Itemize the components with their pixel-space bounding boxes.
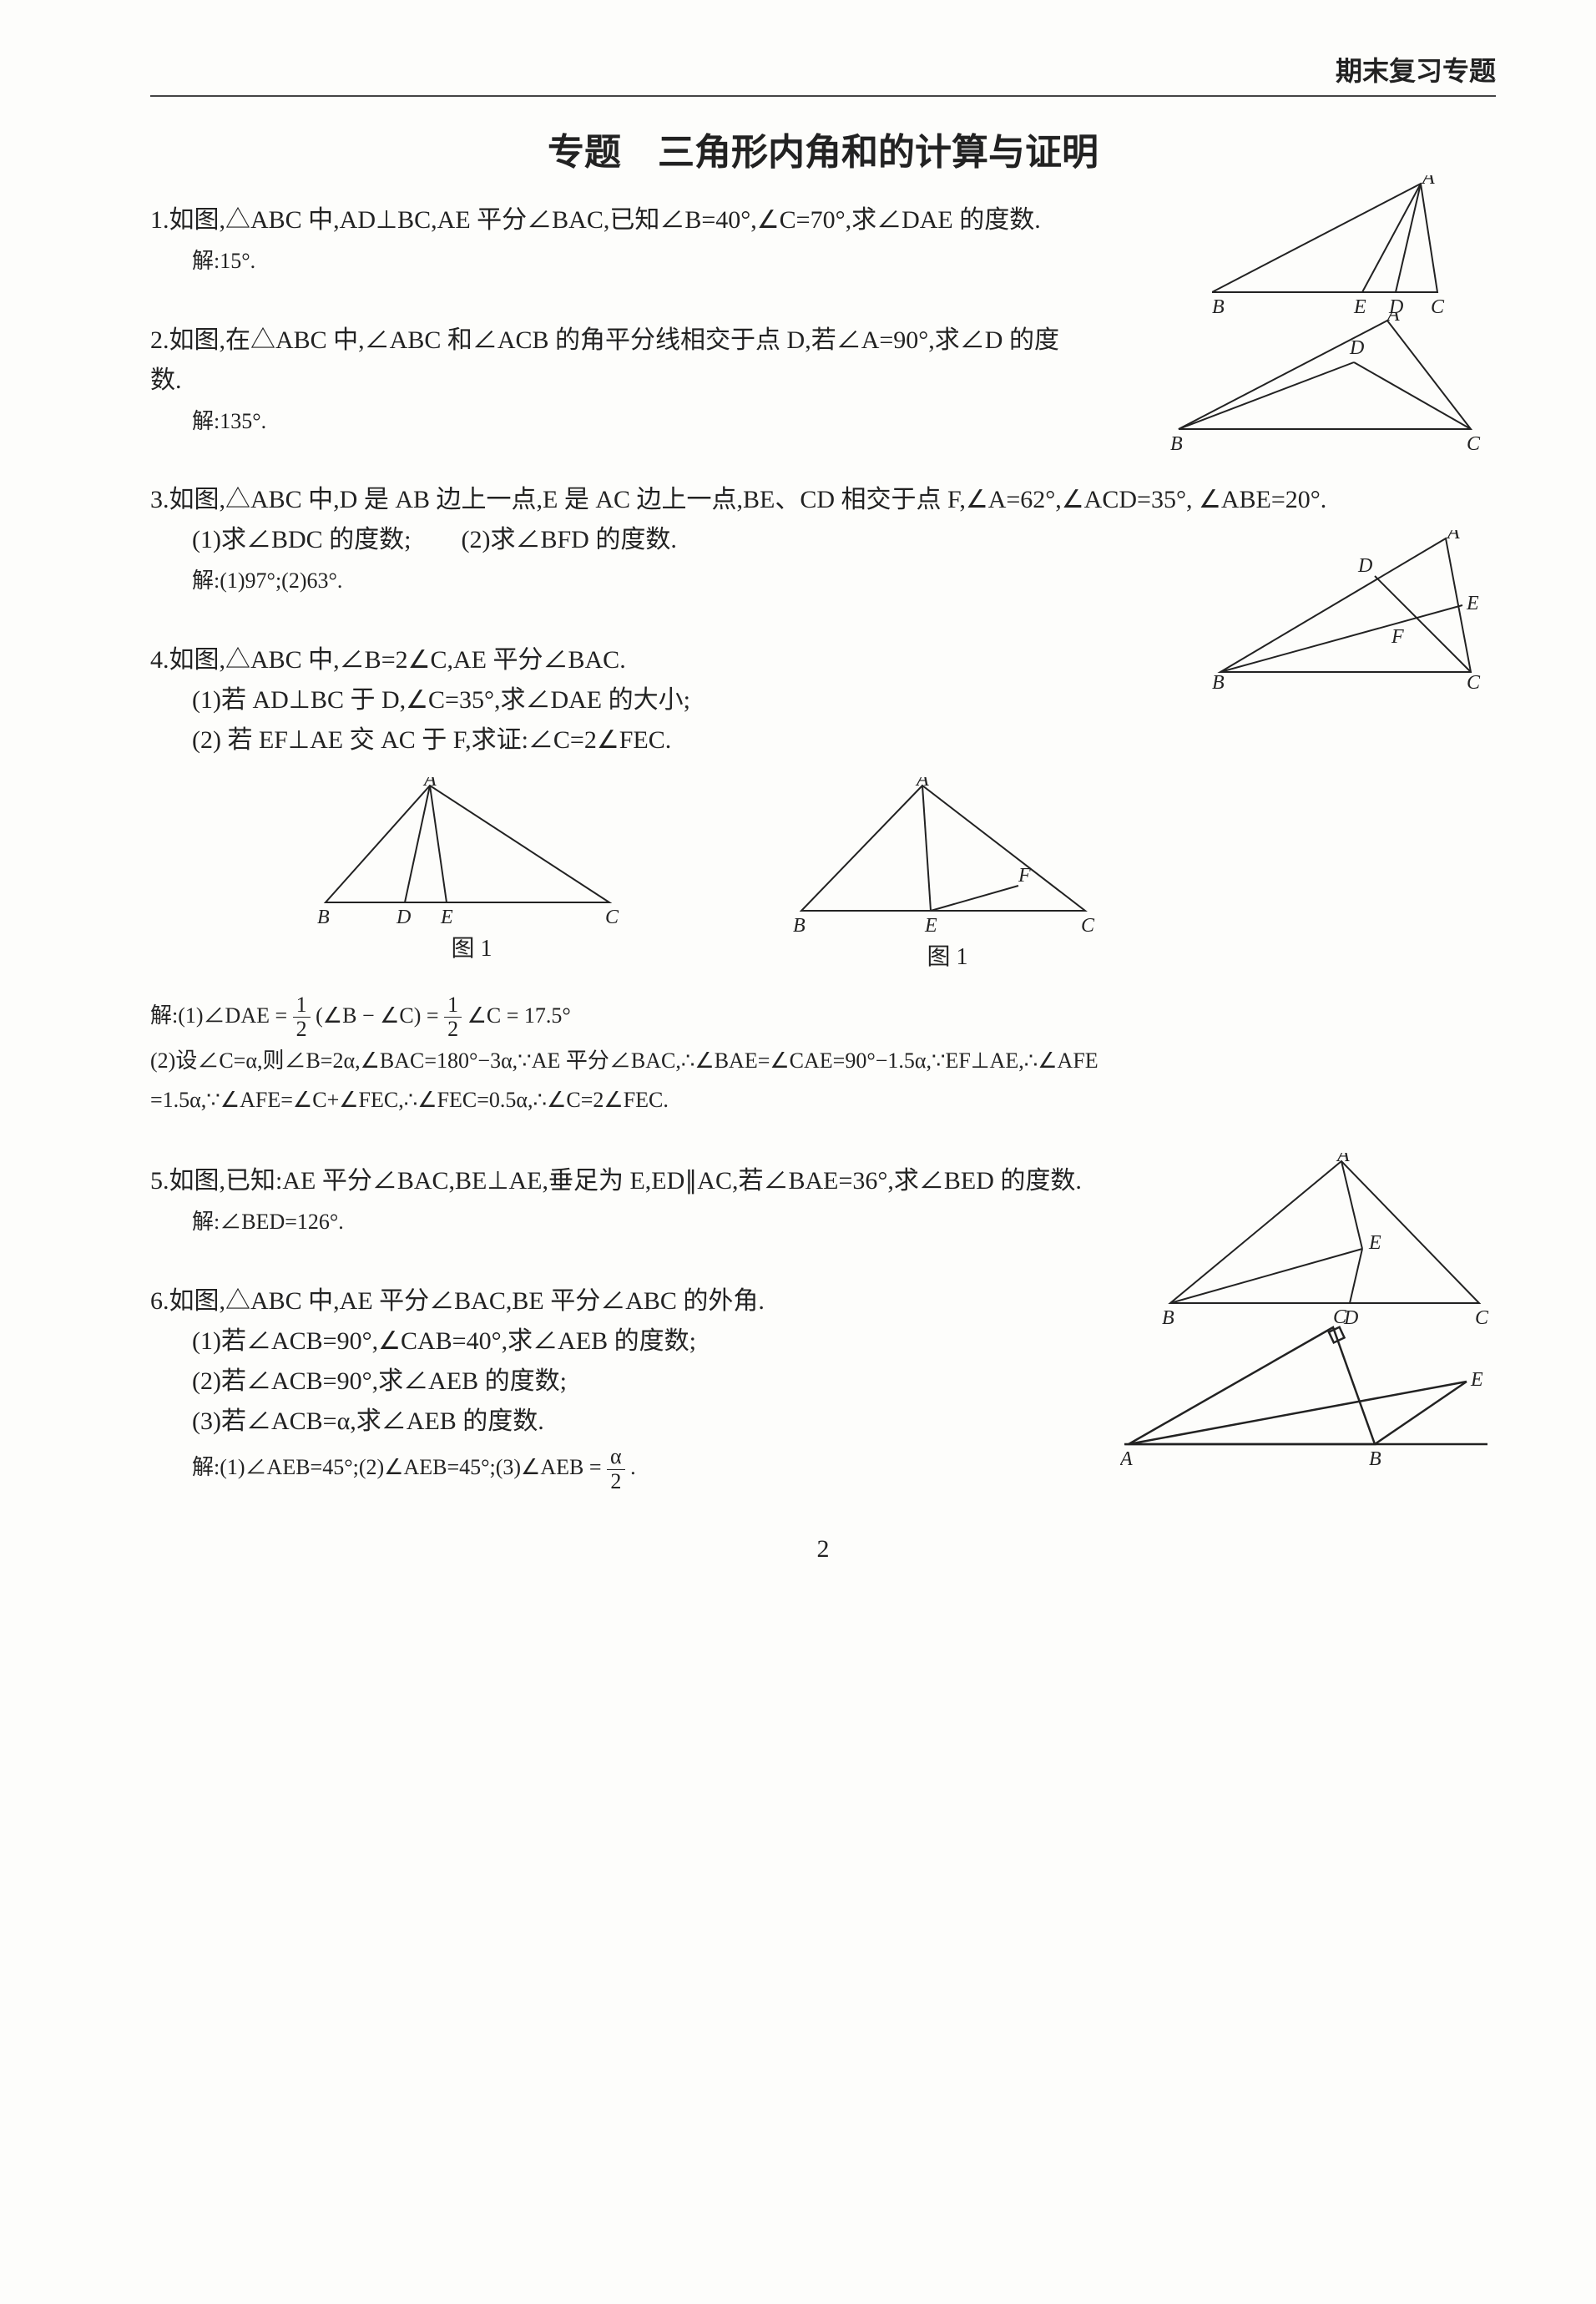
- problem-2-text: 2.如图,在△ABC 中,∠ABC 和∠ACB 的角平分线相交于点 D,若∠A=…: [150, 321, 1085, 401]
- problem-4-figures: A B D E C 图 1 A: [317, 777, 1496, 977]
- svg-text:B: B: [1170, 433, 1183, 454]
- problem-4-figure-2: A B E C F 图 1: [793, 777, 1102, 977]
- sol4-line1: 解:(1)∠DAE = 1 2 (∠B − ∠C) = 1 2 ∠C = 17.…: [150, 993, 1496, 1042]
- problem-6: 6.如图,△ABC 中,AE 平分∠BAC,BE 平分∠ABC 的外角. (1)…: [150, 1281, 1496, 1493]
- page-number: 2: [150, 1535, 1496, 1564]
- frac-num: α: [607, 1445, 625, 1470]
- problem-4-figure-1: A B D E C 图 1: [317, 777, 626, 977]
- sol4-line3: =1.5α,∵∠AFE=∠C+∠FEC,∴∠FEC=0.5α,∴∠C=2∠FEC…: [150, 1081, 1496, 1120]
- svg-text:A: A: [1421, 175, 1435, 189]
- problem-3: 3.如图,△ABC 中,D 是 AB 边上一点,E 是 AC 边上一点,BE、C…: [150, 480, 1496, 599]
- problem-6-text: 6.如图,△ABC 中,AE 平分∠BAC,BE 平分∠ABC 的外角.: [150, 1281, 1068, 1321]
- svg-text:A: A: [1336, 1153, 1350, 1166]
- problem-5: 5.如图,已知:AE 平分∠BAC,BE⊥AE,垂足为 E,ED∥AC,若∠BA…: [150, 1161, 1496, 1240]
- svg-text:D: D: [1357, 555, 1372, 577]
- problem-2: 2.如图,在△ABC 中,∠ABC 和∠ACB 的角平分线相交于点 D,若∠A=…: [150, 321, 1496, 439]
- frac-num: 1: [444, 993, 462, 1018]
- svg-text:E: E: [1470, 1369, 1483, 1391]
- frac-den: 2: [293, 1018, 311, 1042]
- svg-text:B: B: [1369, 1448, 1381, 1470]
- frac-half-1: 1 2: [293, 993, 311, 1042]
- sol4-line1-a: 解:(1)∠DAE =: [150, 1003, 287, 1028]
- sol4-line1-c: ∠C = 17.5°: [467, 1003, 571, 1028]
- problem-4-sub2: (2) 若 EF⊥AE 交 AC 于 F,求证:∠C=2∠FEC.: [192, 720, 1496, 760]
- fig1-label: 图 1: [317, 931, 626, 968]
- svg-text:A: A: [422, 777, 437, 791]
- svg-text:E: E: [924, 915, 937, 936]
- svg-text:A: A: [1446, 530, 1460, 543]
- frac-den: 2: [607, 1470, 625, 1494]
- svg-text:D: D: [396, 907, 411, 927]
- problem-4-sub1: (1)若 AD⊥BC 于 D,∠C=35°,求∠DAE 的大小;: [192, 680, 1496, 720]
- triangle-6-svg: A B C E: [1120, 1306, 1496, 1473]
- svg-text:E: E: [1466, 593, 1479, 614]
- svg-text:B: B: [793, 915, 806, 936]
- svg-text:A: A: [1386, 312, 1400, 326]
- problem-5-text: 5.如图,已知:AE 平分∠BAC,BE⊥AE,垂足为 E,ED∥AC,若∠BA…: [150, 1161, 1152, 1201]
- svg-text:E: E: [1368, 1232, 1381, 1254]
- svg-text:E: E: [440, 907, 453, 927]
- frac-den: 2: [444, 1018, 462, 1042]
- svg-text:C: C: [1333, 1306, 1347, 1328]
- problem-1-text: 1.如图,△ABC 中,AD⊥BC,AE 平分∠BAC,已知∠B=40°,∠C=…: [150, 200, 1085, 240]
- page-title: 专题 三角形内角和的计算与证明: [150, 122, 1496, 175]
- page: 期末复习专题 专题 三角形内角和的计算与证明 1.如图,△ABC 中,AD⊥BC…: [0, 0, 1596, 2304]
- triangle-4b-svg: A B E C F: [793, 777, 1102, 936]
- problem-1: 1.如图,△ABC 中,AD⊥BC,AE 平分∠BAC,已知∠B=40°,∠C=…: [150, 200, 1496, 279]
- svg-text:F: F: [1018, 865, 1031, 887]
- svg-text:C: C: [1467, 433, 1481, 454]
- problem-4: 4.如图,△ABC 中,∠B=2∠C,AE 平分∠BAC. (1)若 AD⊥BC…: [150, 640, 1496, 1120]
- problem-4-text: 4.如图,△ABC 中,∠B=2∠C,AE 平分∠BAC.: [150, 640, 1486, 680]
- header-right: 期末复习专题: [150, 50, 1496, 97]
- problem-3-text: 3.如图,△ABC 中,D 是 AB 边上一点,E 是 AC 边上一点,BE、C…: [150, 480, 1486, 520]
- triangle-4a-svg: A B D E C: [317, 777, 626, 927]
- sol4-line1-b: (∠B − ∠C) =: [316, 1003, 438, 1028]
- problem-4-solution: 解:(1)∠DAE = 1 2 (∠B − ∠C) = 1 2 ∠C = 17.…: [150, 993, 1496, 1120]
- ans6-a: 解:(1)∠AEB=45°;(2)∠AEB=45°;(3)∠AEB =: [192, 1455, 602, 1479]
- svg-text:D: D: [1349, 337, 1364, 359]
- problem-6-figure: A B C E: [1120, 1306, 1496, 1473]
- svg-text:A: A: [915, 777, 929, 791]
- problem-2-figure: A B C D: [1170, 312, 1496, 454]
- svg-text:C: C: [1081, 915, 1095, 936]
- triangle-2-svg: A B C D: [1170, 312, 1496, 454]
- svg-text:C: C: [605, 907, 619, 927]
- frac-num: 1: [293, 993, 311, 1018]
- frac-alpha-2: α 2: [607, 1445, 625, 1493]
- svg-text:A: A: [1120, 1448, 1133, 1470]
- ans6-b: .: [630, 1455, 636, 1479]
- problem-1-figure: B E D C A: [1212, 175, 1496, 317]
- frac-half-2: 1 2: [444, 993, 462, 1042]
- triangle-1-svg: B E D C A: [1212, 175, 1496, 317]
- fig2-label: 图 1: [793, 939, 1102, 977]
- svg-text:B: B: [317, 907, 330, 927]
- sol4-line2: (2)设∠C=α,则∠B=2α,∠BAC=180°−3α,∵AE 平分∠BAC,…: [150, 1042, 1496, 1081]
